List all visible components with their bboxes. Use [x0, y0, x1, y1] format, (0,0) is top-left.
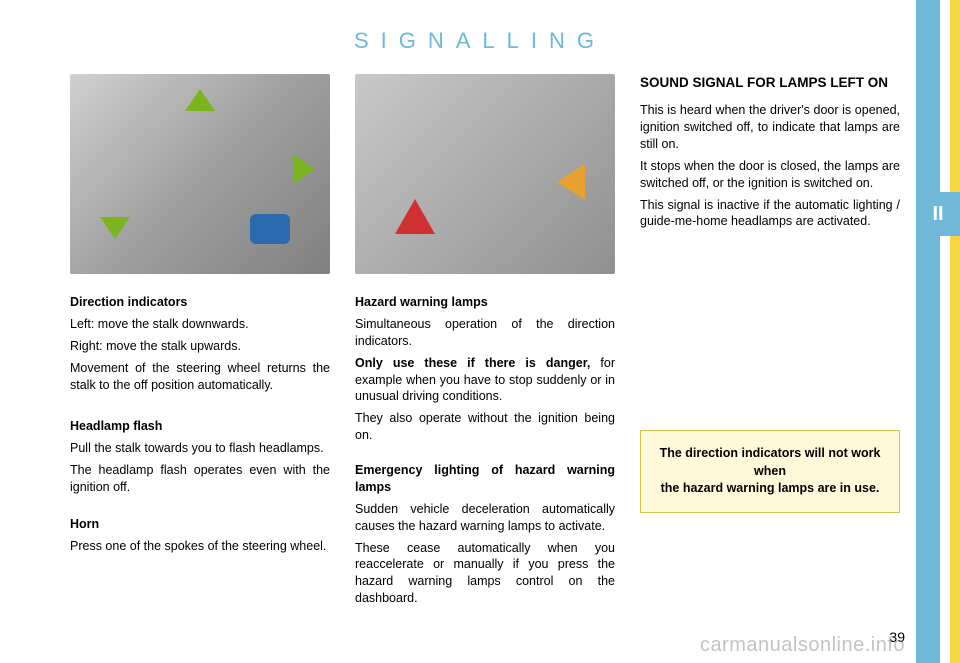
hazard-p3: They also operate without the ignition b…: [355, 410, 615, 444]
stalk-overlay: [70, 74, 330, 274]
bar-cyan: [916, 0, 940, 663]
sound-p1: This is heard when the driver's door is …: [640, 102, 900, 153]
hazard-p2-bold: Only use these if there is danger,: [355, 356, 590, 370]
sound-p2: It stops when the door is closed, the la…: [640, 158, 900, 192]
hazard-image: [355, 74, 615, 274]
arrow-down-icon: [100, 217, 130, 239]
direction-p1: Left: move the stalk downwards.: [70, 316, 330, 333]
bar-white: [940, 0, 950, 663]
column-1: Direction indicators Left: move the stal…: [70, 74, 330, 612]
hazard-p2: Only use these if there is danger, for e…: [355, 355, 615, 406]
callout-line2: the hazard warning lamps are in use.: [651, 480, 889, 498]
headlamp-heading: Headlamp flash: [70, 418, 330, 435]
side-bars: [916, 0, 960, 663]
hazard-p1: Simultaneous operation of the direction …: [355, 316, 615, 350]
page-title: SIGNALLING: [0, 28, 960, 54]
content-area: Direction indicators Left: move the stal…: [0, 64, 960, 612]
hazard-triangle-icon: [395, 199, 435, 234]
headlamp-icon: [250, 214, 290, 244]
headlamp-p2: The headlamp flash operates even with th…: [70, 462, 330, 496]
section-tab: II: [916, 192, 960, 236]
emergency-p1: Sudden vehicle deceleration automaticall…: [355, 501, 615, 535]
emergency-p2: These cease automatically when you reacc…: [355, 540, 615, 608]
callout-box: The direction indicators will not work w…: [640, 430, 900, 513]
horn-heading: Horn: [70, 516, 330, 533]
arrow-right-icon: [293, 154, 315, 184]
headlamp-p1: Pull the stalk towards you to flash head…: [70, 440, 330, 457]
bar-yellow: [950, 0, 960, 663]
horn-p1: Press one of the spokes of the steering …: [70, 538, 330, 555]
emergency-heading: Emergency lighting of hazard warning lam…: [355, 462, 615, 496]
direction-heading: Direction indicators: [70, 294, 330, 311]
direction-p3: Movement of the steering wheel returns t…: [70, 360, 330, 394]
hazard-heading: Hazard warning lamps: [355, 294, 615, 311]
stalk-image: [70, 74, 330, 274]
callout-line1: The direction indicators will not work w…: [651, 445, 889, 480]
hazard-arrow-icon: [557, 164, 585, 200]
column-3: SOUND SIGNAL FOR LAMPS LEFT ON This is h…: [640, 74, 900, 612]
direction-p2: Right: move the stalk upwards.: [70, 338, 330, 355]
column-2: Hazard warning lamps Simultaneous operat…: [355, 74, 615, 612]
watermark: carmanualsonline.info: [700, 634, 905, 657]
sound-heading: SOUND SIGNAL FOR LAMPS LEFT ON: [640, 74, 900, 92]
page-header: SIGNALLING: [0, 0, 960, 64]
sound-p3: This signal is inactive if the automatic…: [640, 197, 900, 231]
arrow-up-icon: [185, 89, 215, 111]
